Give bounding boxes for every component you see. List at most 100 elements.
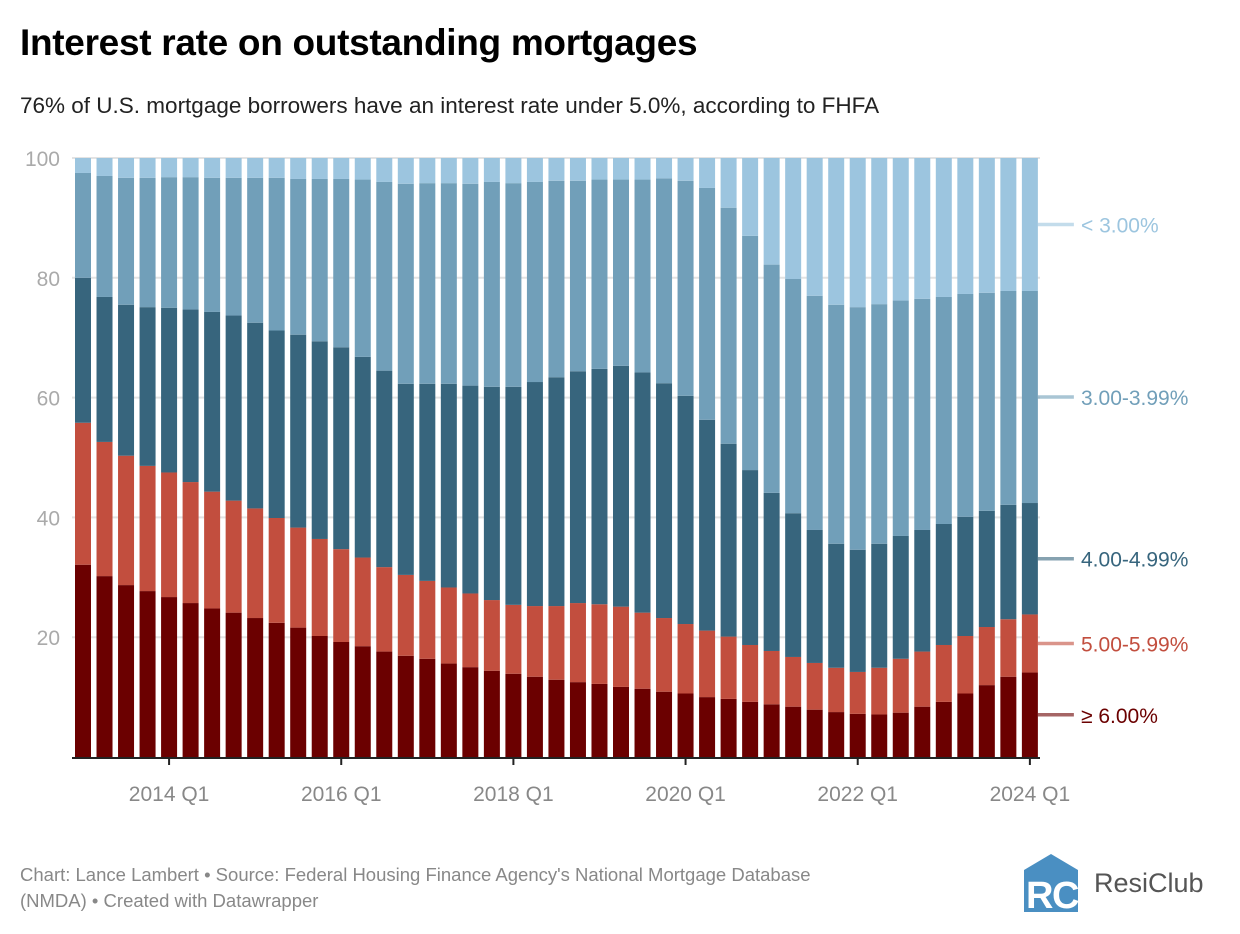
y-tick-label: 100 <box>25 148 60 171</box>
bar-segment <box>247 158 264 178</box>
bar-segment <box>742 235 759 471</box>
bar-segment <box>118 158 135 178</box>
bar-segment <box>268 517 285 623</box>
y-tick-label: 80 <box>37 268 60 291</box>
bar-segment <box>957 693 974 757</box>
bar-segment <box>526 676 543 757</box>
x-tick-label: 2018 Q1 <box>473 783 554 806</box>
bar-segment <box>376 181 393 371</box>
bar-segment <box>699 697 716 757</box>
bar-segment <box>483 600 500 671</box>
bar-segment <box>483 158 500 182</box>
bar-segment <box>978 685 995 757</box>
bar-segment <box>806 529 823 663</box>
bar-segment <box>548 180 565 378</box>
bar-segment <box>419 158 436 184</box>
bar-segment <box>1021 672 1038 757</box>
bar-segment <box>118 455 135 586</box>
bar-segment <box>892 535 909 659</box>
x-tick-label: 2020 Q1 <box>645 783 726 806</box>
bar-segment <box>699 630 716 698</box>
bar-segment <box>806 158 823 296</box>
bar-segment <box>892 658 909 713</box>
bar-segment <box>613 179 629 366</box>
bar-segment <box>354 356 371 558</box>
bar-segment <box>785 656 802 707</box>
bar-segment <box>613 365 629 607</box>
bar-segment <box>75 172 91 278</box>
bar-segment <box>397 183 414 384</box>
legend-label: 3.00-3.99% <box>1081 387 1188 410</box>
y-tick-label: 60 <box>37 388 60 411</box>
bar-segment <box>914 651 931 707</box>
bar-segment <box>548 158 565 181</box>
bar-segment <box>161 307 178 473</box>
footer-credit-cont: (NMDA) • Created with Datawrapper <box>20 890 319 911</box>
bar-segment <box>96 576 113 757</box>
bar-segment <box>591 683 608 757</box>
bar-segment <box>268 330 285 518</box>
bar-segment <box>526 181 543 383</box>
bar-segment <box>225 177 242 316</box>
bar-segment <box>634 688 651 757</box>
bar-segment <box>548 377 565 607</box>
bar-segment <box>914 706 931 757</box>
bar-segment <box>505 673 522 757</box>
bar-segment <box>182 482 199 604</box>
bar-segment <box>139 158 156 178</box>
bar-segment <box>354 646 371 757</box>
bar-segment <box>935 158 952 297</box>
bar-segment <box>892 300 909 536</box>
bar-segment <box>806 709 823 757</box>
bar-segment <box>290 158 307 179</box>
bar-segment <box>354 179 371 357</box>
bar-segment <box>118 177 135 305</box>
bar-segment <box>763 264 780 493</box>
bar-segment <box>763 492 780 651</box>
bar-segment <box>139 177 156 308</box>
bar-segment <box>634 158 651 180</box>
bar-segment <box>139 591 156 757</box>
bar-segment <box>569 180 586 372</box>
bar-segment <box>376 567 393 652</box>
bar-segment <box>462 183 479 386</box>
bar-segment <box>204 491 221 609</box>
bar-segment <box>311 158 328 179</box>
legend-label: < 3.00% <box>1081 214 1159 237</box>
y-tick-label: 40 <box>37 507 60 530</box>
bar-segment <box>161 597 178 757</box>
bar-segment <box>978 627 995 686</box>
bar-segment <box>139 465 156 592</box>
bar-segment <box>139 307 156 466</box>
bar-segment <box>591 604 608 684</box>
bar-segment <box>1021 158 1038 291</box>
bar-segment <box>849 307 866 550</box>
bar-segment <box>957 636 974 694</box>
bar-segment <box>935 523 952 645</box>
bar-segment <box>677 180 694 396</box>
bar-segment <box>742 470 759 645</box>
svg-text:R: R <box>1026 875 1053 914</box>
bar-segment <box>75 158 91 173</box>
resiclub-logo: R C ResiClub <box>1022 852 1204 914</box>
svg-text:C: C <box>1052 875 1079 914</box>
bar-segment <box>204 608 221 757</box>
bar-segment <box>419 183 436 384</box>
bar-segment <box>397 574 414 656</box>
bar-segment <box>591 368 608 605</box>
bar-segment <box>656 383 673 619</box>
bar-segment <box>397 158 414 184</box>
bar-segment <box>569 158 586 181</box>
bar-segment <box>720 698 737 757</box>
bar-segment <box>440 158 457 184</box>
bar-segment <box>1000 158 1017 291</box>
bar-segment <box>569 682 586 757</box>
x-tick-label: 2014 Q1 <box>129 783 210 806</box>
legend-label: 5.00-5.99% <box>1081 633 1188 656</box>
bar-segment <box>785 278 802 514</box>
bar-segment <box>828 158 845 305</box>
bar-segment <box>505 604 522 674</box>
chart-title: Interest rate on outstanding mortgages <box>20 22 698 63</box>
bar-segment <box>268 622 285 757</box>
